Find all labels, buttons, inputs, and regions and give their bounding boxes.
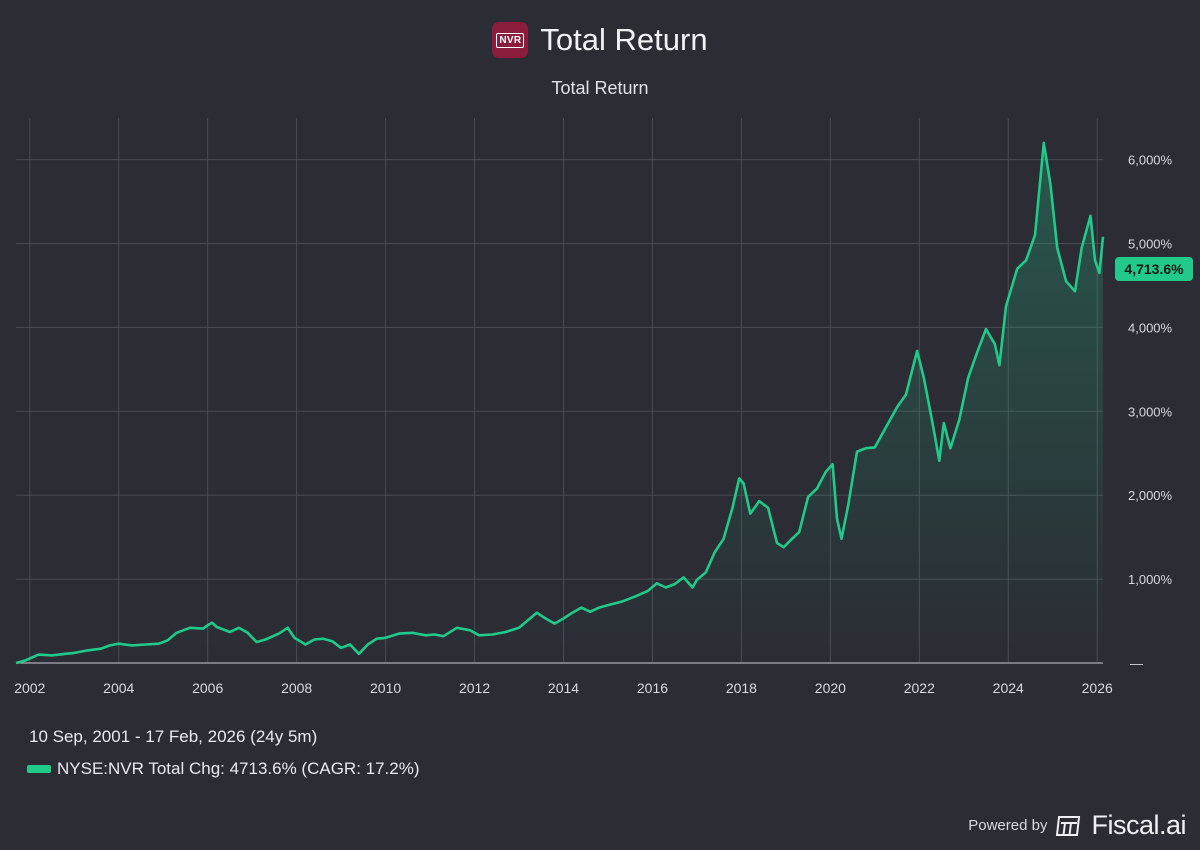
y-tick-label: 2,000% bbox=[1128, 488, 1173, 503]
x-tick-label: 2014 bbox=[548, 680, 579, 696]
y-tick-label: 5,000% bbox=[1128, 237, 1173, 252]
x-tick-label: 2008 bbox=[281, 680, 312, 696]
y-tick-label: 1,000% bbox=[1128, 572, 1173, 587]
last-value-label: 4,713.6% bbox=[1124, 261, 1184, 277]
x-tick-label: 2012 bbox=[459, 680, 490, 696]
chart-title: Total Return bbox=[540, 22, 708, 57]
logo-text: NVR bbox=[496, 32, 525, 48]
total-return-chart: 2002 2004 2006 2008 2010 2012 2014 2016 2018 2020… bbox=[14, 118, 1193, 696]
x-tick-label: 2006 bbox=[192, 680, 223, 696]
fiscal-logo-icon bbox=[1056, 815, 1081, 836]
y-tick-label: 6,000% bbox=[1128, 153, 1173, 168]
powered-by-footer[interactable]: Powered by Fiscal.ai bbox=[968, 810, 1186, 841]
legend: NYSE:NVR Total Chg: 4713.6% (CAGR: 17.2%… bbox=[27, 759, 420, 779]
x-tick-label: 2010 bbox=[370, 680, 401, 696]
last-value-badge: 4,713.6% bbox=[1115, 257, 1193, 281]
legend-label: NYSE:NVR Total Chg: 4713.6% (CAGR: 17.2%… bbox=[57, 759, 420, 778]
x-tick-label: 2026 bbox=[1082, 680, 1113, 696]
date-range: 10 Sep, 2001 - 17 Feb, 2026 (24y 5m) bbox=[29, 727, 318, 746]
fiscal-brand: Fiscal.ai bbox=[1091, 810, 1186, 840]
axis-labels: 2002 2004 2006 2008 2010 2012 2014 2016 2018 2020… bbox=[14, 153, 1172, 696]
chart-subtitle: Total Return bbox=[551, 78, 649, 98]
x-tick-label: 2004 bbox=[103, 680, 134, 696]
y-tick-label: 4,000% bbox=[1128, 320, 1173, 335]
y-tick-label: — bbox=[1130, 656, 1143, 671]
nvr-logo-icon: NVR bbox=[492, 22, 529, 58]
legend-swatch bbox=[27, 765, 51, 773]
series-line bbox=[15, 141, 1105, 665]
last-value-badge-bg bbox=[1115, 257, 1193, 281]
series-layer bbox=[15, 141, 1105, 665]
x-tick-label: 2024 bbox=[993, 680, 1024, 696]
x-tick-label: 2020 bbox=[815, 680, 846, 696]
x-tick-label: 2022 bbox=[904, 680, 935, 696]
x-tick-label: 2018 bbox=[726, 680, 757, 696]
series-area bbox=[16, 142, 1103, 664]
x-tick-label: 2016 bbox=[637, 680, 668, 696]
y-tick-label: 3,000% bbox=[1128, 404, 1173, 419]
powered-by-label: Powered by bbox=[968, 817, 1048, 834]
x-tick-label: 2002 bbox=[14, 680, 45, 696]
chart-header: NVR Total Return bbox=[0, 22, 1200, 58]
